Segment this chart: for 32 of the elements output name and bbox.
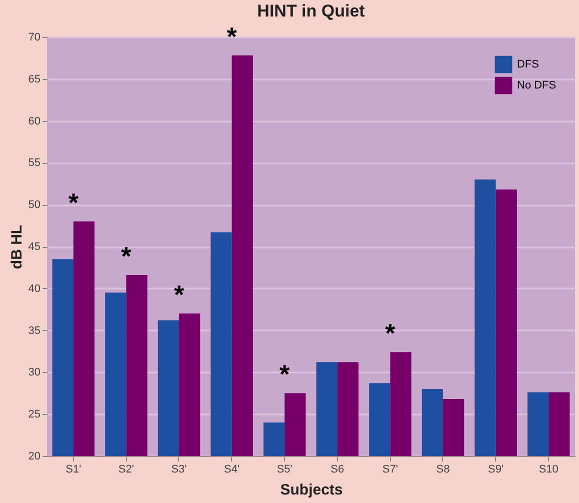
y-tick-label: 40 <box>28 282 40 295</box>
annotation: * <box>121 240 132 271</box>
x-tick-label: S1' <box>66 464 82 476</box>
y-tick-label: 25 <box>28 408 40 421</box>
x-tick-label: S5' <box>276 464 292 476</box>
y-axis-title: dB HL <box>8 224 26 270</box>
annotation: * <box>226 21 238 52</box>
y-tick-label: 35 <box>28 324 40 337</box>
annotation: * <box>280 359 291 390</box>
y-tick-label: 70 <box>28 32 40 44</box>
y-tick-label: 55 <box>28 157 40 170</box>
x-axis-title: Subjects <box>280 482 343 498</box>
y-tick-label: 50 <box>28 199 40 212</box>
x-tick-label: S9' <box>488 464 504 476</box>
y-tick-label: 20 <box>28 450 40 462</box>
x-tick-label: S2' <box>118 464 134 476</box>
y-tick-label: 60 <box>28 115 40 128</box>
y-tick-label: 45 <box>28 241 40 253</box>
annotation: * <box>174 280 185 310</box>
chart-title: HINT in Quiet <box>257 1 366 20</box>
x-tick-label: S4' <box>224 464 240 476</box>
x-tick-label: S6 <box>330 464 344 476</box>
legend-label: DFS <box>517 58 539 70</box>
legend-label: No DFS <box>517 80 556 92</box>
x-tick-label: S10 <box>538 464 558 476</box>
x-tick-label: S3' <box>171 464 187 476</box>
y-tick-label: 30 <box>28 366 40 379</box>
x-tick-label: S8 <box>436 464 450 476</box>
annotation: * <box>68 187 80 218</box>
x-tick-label: S7' <box>382 464 398 476</box>
annotation: * <box>385 318 396 348</box>
y-tick-label: 65 <box>28 73 40 86</box>
